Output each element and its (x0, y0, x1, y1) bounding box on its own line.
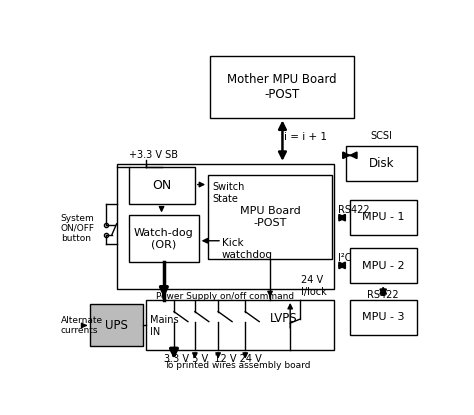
Text: Disk: Disk (369, 157, 394, 170)
Text: Mother MPU Board
-POST: Mother MPU Board -POST (227, 73, 337, 101)
Bar (129, 167, 195, 204)
Text: MPU Board
-POST: MPU Board -POST (240, 206, 301, 228)
Bar (129, 215, 199, 261)
Text: Power Supply on/off command: Power Supply on/off command (156, 292, 294, 300)
Text: ON: ON (152, 179, 172, 192)
Bar (118, 164, 334, 288)
Text: +3.3 V SB: +3.3 V SB (129, 150, 178, 160)
Bar (350, 200, 417, 234)
Text: 24 V
I/lock: 24 V I/lock (301, 276, 327, 297)
Text: i = i + 1: i = i + 1 (284, 132, 327, 142)
Text: Switch
State: Switch State (213, 182, 245, 204)
Bar (346, 146, 417, 181)
Text: LVPS: LVPS (270, 312, 298, 325)
Text: I²C: I²C (338, 253, 352, 263)
Bar (90, 304, 143, 346)
Text: SCSI: SCSI (371, 131, 392, 141)
Text: Alternate
currents: Alternate currents (61, 316, 103, 335)
Text: 3.3 V 5 V  12 V 24 V: 3.3 V 5 V 12 V 24 V (164, 354, 262, 364)
Bar (208, 175, 332, 259)
Text: UPS: UPS (105, 319, 128, 332)
Text: MPU - 3: MPU - 3 (362, 312, 405, 322)
Text: System
ON/OFF
button: System ON/OFF button (61, 214, 95, 243)
Text: To printed wires assembly board: To printed wires assembly board (164, 361, 310, 370)
Text: MPU - 2: MPU - 2 (362, 261, 405, 271)
Bar (210, 56, 354, 117)
Bar (146, 300, 334, 350)
Text: Watch-dog
(OR): Watch-dog (OR) (134, 228, 194, 249)
Bar (350, 249, 417, 283)
Text: Mains
IN: Mains IN (150, 315, 179, 337)
Text: RS422: RS422 (338, 205, 370, 215)
Text: MPU - 1: MPU - 1 (362, 212, 405, 222)
Bar (350, 300, 417, 335)
Text: RS422: RS422 (367, 290, 399, 300)
Text: Kick
watchdog: Kick watchdog (222, 239, 273, 260)
